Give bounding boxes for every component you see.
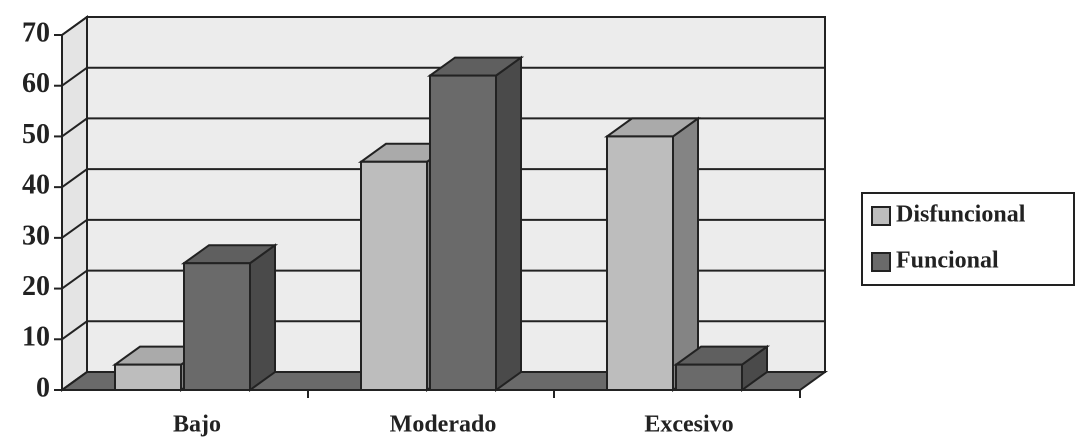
y-tick-label: 50 bbox=[22, 119, 50, 150]
grid-line bbox=[61, 168, 825, 188]
x-tick-label: Excesivo bbox=[644, 412, 733, 438]
bar bbox=[360, 160, 428, 391]
bar bbox=[429, 74, 497, 391]
x-tick-label: Moderado bbox=[390, 412, 497, 438]
legend-label: Disfuncional bbox=[896, 202, 1026, 228]
bar bbox=[606, 135, 674, 391]
grid-line bbox=[61, 117, 825, 138]
legend-swatch bbox=[871, 206, 891, 226]
side-wall bbox=[61, 15, 88, 392]
legend-label: Funcional bbox=[896, 248, 999, 274]
y-tick-label: 10 bbox=[22, 322, 50, 353]
bar bbox=[183, 262, 251, 392]
grid-line bbox=[61, 16, 825, 36]
y-tick-label: 30 bbox=[22, 220, 50, 251]
grid-line bbox=[61, 218, 825, 239]
y-tick-label: 0 bbox=[36, 372, 50, 403]
y-tick-label: 40 bbox=[22, 170, 50, 201]
bar-side bbox=[672, 116, 699, 392]
grid-line bbox=[61, 66, 825, 87]
y-tick-label: 60 bbox=[22, 68, 50, 99]
y-tick-label: 20 bbox=[22, 271, 50, 302]
bar-side bbox=[495, 55, 522, 392]
y-tick-label: 70 bbox=[22, 17, 50, 48]
legend-swatch bbox=[871, 252, 891, 272]
x-tick-label: Bajo bbox=[173, 412, 221, 438]
bar-side bbox=[249, 243, 276, 392]
bar bbox=[675, 363, 743, 391]
bar bbox=[114, 363, 182, 391]
grid-line bbox=[61, 269, 825, 290]
grid-line bbox=[61, 371, 825, 391]
grid-line bbox=[61, 320, 825, 341]
legend-box bbox=[861, 192, 1075, 286]
